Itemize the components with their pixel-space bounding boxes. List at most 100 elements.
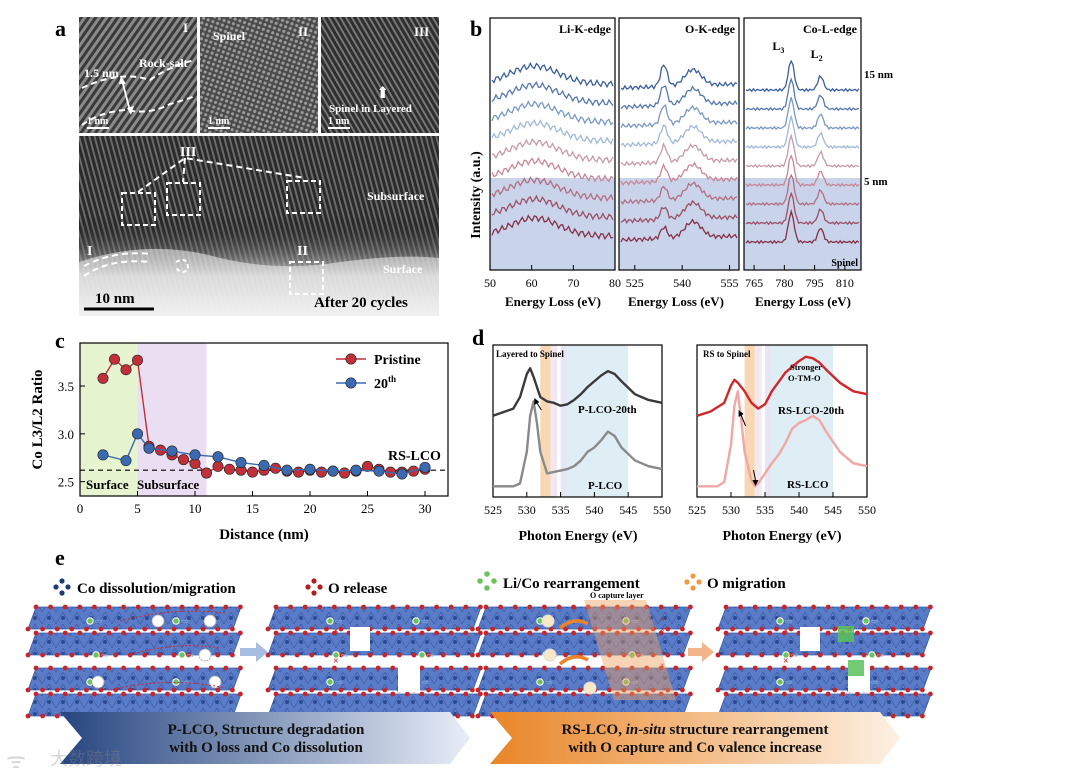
thickness-label: 1.5 nm	[84, 66, 119, 80]
oxygen-atom	[825, 630, 831, 636]
vacancy-site	[198, 648, 212, 662]
oxygen-atom	[876, 626, 881, 632]
oxygen-atom	[171, 626, 177, 632]
oxygen-atom	[265, 626, 271, 632]
oxygen-atom	[411, 626, 417, 632]
lithium-atom	[868, 651, 876, 659]
oxygen-atom	[150, 665, 156, 671]
d-left-curve-bottom-label: P-LCO	[588, 480, 623, 492]
x-tick-label: 555	[721, 276, 739, 290]
eels-subpanel-title-1: O-K-edge	[685, 22, 736, 36]
vacancy-gap	[350, 627, 370, 651]
oxygen-atom	[905, 687, 911, 693]
oxygen-atom	[478, 604, 483, 610]
oxygen-atom	[890, 687, 896, 693]
oxygen-atom	[730, 652, 735, 658]
oxygen-atom	[730, 626, 735, 632]
banner-right-line1: RS-LCO, in-situ structure rearrangement	[562, 722, 829, 738]
oxygen-atom	[309, 652, 315, 658]
oxygen-atom	[33, 665, 39, 671]
vacancy-gap	[800, 627, 820, 651]
x-tick-label: 20	[304, 501, 317, 516]
x-tick-label: 60	[526, 276, 538, 290]
oxygen-atom	[77, 630, 83, 636]
panel-a-label: a	[55, 16, 66, 41]
oxygen-atom	[215, 687, 221, 693]
oxygen-atom	[135, 691, 141, 697]
oxygen-atom	[592, 652, 598, 658]
oxygen-atom	[913, 604, 919, 610]
peak-arrow-head-icon	[534, 398, 540, 405]
l3-label: L3	[772, 39, 784, 55]
oxygen-atom	[571, 630, 576, 636]
oxygen-atom	[884, 604, 889, 610]
inset-iii-scale-label: 1 nm	[328, 116, 350, 127]
rock-salt-boundary-lower	[81, 95, 196, 126]
oxygen-atom	[673, 630, 679, 636]
lithium-arrow-icon: ⇨	[871, 616, 879, 626]
lithium-atom	[332, 651, 340, 659]
oxygen-atom	[280, 652, 285, 658]
oxygen-atom	[898, 691, 904, 697]
oxygen-atom	[223, 691, 229, 697]
oxygen-atom	[847, 652, 852, 658]
oxygen-atom	[62, 630, 68, 636]
inset-iii-image	[321, 17, 439, 133]
lithium-arrow-icon: ⇨	[545, 677, 553, 687]
chart-c-xlabel: Distance (nm)	[219, 527, 309, 543]
oxygen-atom	[774, 626, 779, 632]
region-ii-box	[289, 261, 324, 295]
oxygen-atom	[223, 604, 229, 610]
li-co-legend: Li/Co rearrangement	[477, 571, 640, 592]
x-tick-label: 0	[77, 501, 84, 516]
migration-path	[109, 681, 227, 691]
oxygen-atom	[774, 687, 779, 693]
oxygen-atom	[273, 630, 279, 636]
oxygen-atom	[77, 604, 83, 610]
x-tick-label: 30	[419, 501, 432, 516]
xas-curve-1-1	[697, 390, 868, 488]
oxygen-atom	[629, 630, 635, 636]
oxygen-atom	[688, 665, 693, 671]
eels-frame-1	[618, 17, 740, 271]
oxygen-atom	[317, 630, 323, 636]
oxygen-atom	[470, 626, 475, 632]
eels-spectrum	[491, 100, 614, 127]
oxygen-atom	[556, 604, 562, 610]
oxygen-atom	[475, 626, 481, 632]
vacancy-site	[543, 648, 557, 662]
oxygen-atom	[825, 665, 831, 671]
spinel-in-layered-label: Spinel in Layered	[329, 103, 412, 115]
x-tick-label: 15	[246, 501, 259, 516]
watermark-logo-icon: ᯤ	[6, 748, 26, 773]
oxygen-atom	[346, 604, 352, 610]
oxygen-atom	[534, 687, 539, 693]
eels-subpanel-title-2: Co-L-edge	[803, 22, 858, 36]
oxygen-atom	[869, 630, 875, 636]
oxygen-atom	[463, 665, 469, 671]
oxygen-atom	[928, 691, 933, 697]
oxygen-atom	[54, 626, 60, 632]
oxygen-atom	[680, 652, 685, 658]
oxygen-atom	[498, 604, 503, 610]
x-tick-label: 525	[626, 276, 644, 290]
oxygen-atom	[171, 687, 177, 693]
oxygen-atom	[280, 687, 285, 693]
data-point	[178, 454, 190, 466]
oxygen-atom	[636, 626, 641, 632]
oxygen-atom	[317, 691, 323, 697]
oxygen-atom	[563, 652, 568, 658]
oxygen-atom	[478, 665, 483, 671]
oxygen-atom	[200, 687, 206, 693]
panel-d: d 525 530 535 540 545 550 525 530 535 540 545 550 L…	[472, 325, 876, 544]
migration-path	[129, 645, 221, 656]
x-tick-label: 535	[552, 503, 570, 517]
inset-i-roman: I	[183, 20, 188, 35]
oxygen-atom	[688, 630, 693, 636]
oxygen-atom	[179, 604, 185, 610]
inset-ii-image	[200, 17, 318, 133]
lithium-atom	[418, 651, 426, 659]
oxygen-atom	[448, 630, 454, 636]
x-tick-label: 810	[836, 276, 854, 290]
oxygen-atom	[54, 687, 60, 693]
